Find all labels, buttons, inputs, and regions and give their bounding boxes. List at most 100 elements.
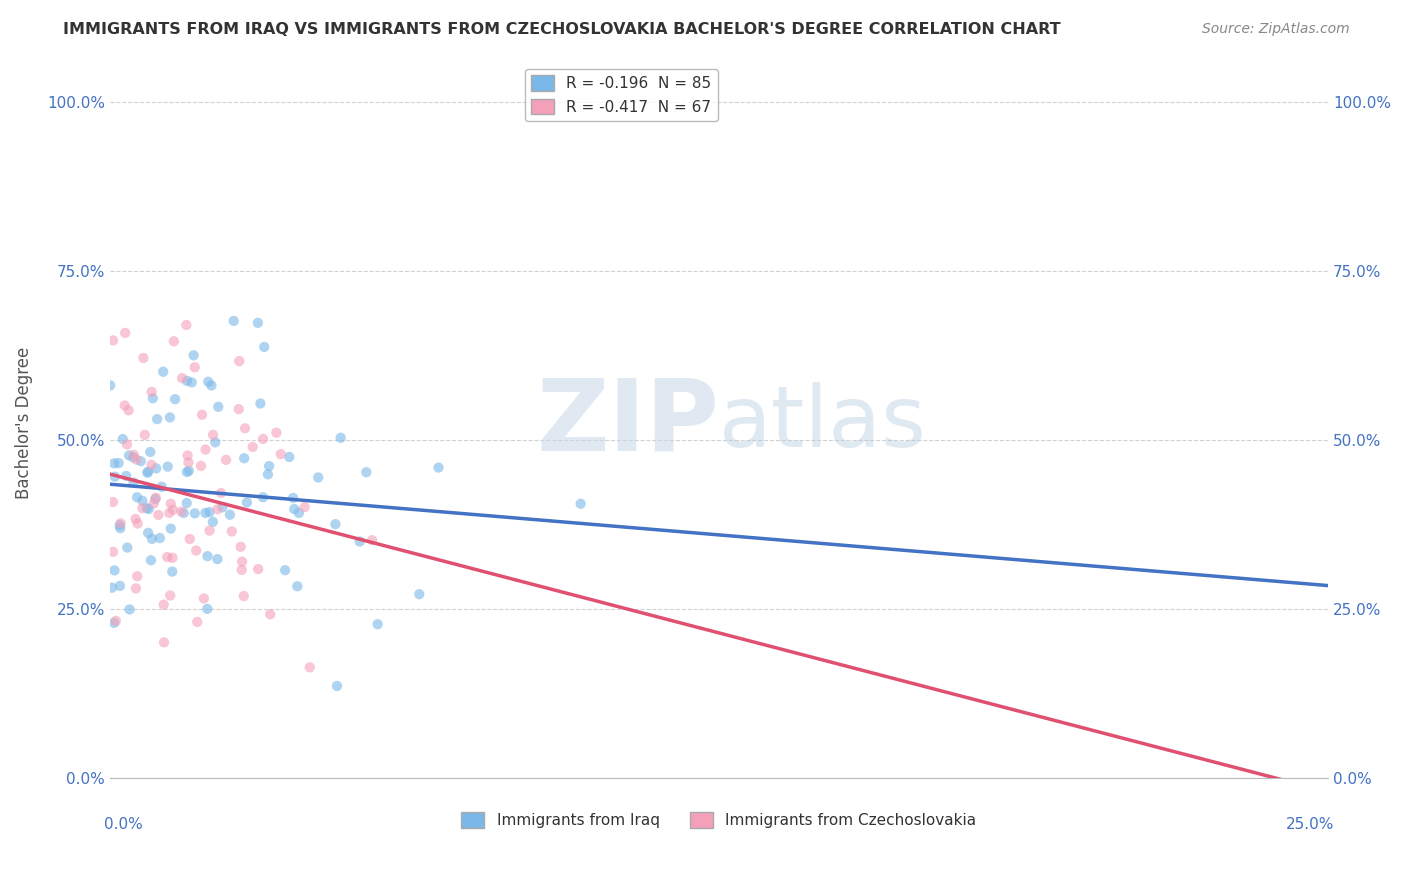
Point	[204, 435, 226, 450]
Point	[141, 458, 163, 472]
Point	[103, 615, 125, 630]
Point	[103, 563, 125, 577]
Point	[219, 508, 242, 522]
Point	[215, 453, 238, 467]
Y-axis label: Bachelor's Degree: Bachelor's Degree	[15, 347, 32, 500]
Point	[125, 490, 148, 504]
Point	[198, 524, 221, 538]
Legend: Immigrants from Iraq, Immigrants from Czechoslovakia: Immigrants from Iraq, Immigrants from Cz…	[456, 806, 983, 834]
Point	[176, 496, 198, 510]
Point	[285, 579, 308, 593]
Point	[197, 549, 219, 564]
Point	[183, 348, 205, 362]
Point	[110, 521, 132, 535]
Point	[257, 467, 280, 482]
Text: ZIP: ZIP	[536, 375, 718, 472]
Point	[118, 403, 141, 417]
Point	[122, 448, 145, 462]
Point	[228, 354, 250, 368]
Point	[278, 450, 301, 464]
Point	[136, 465, 159, 479]
Point	[152, 365, 174, 379]
Point	[142, 391, 165, 405]
Point	[349, 534, 371, 549]
Point	[153, 635, 176, 649]
Point	[138, 502, 160, 516]
Point	[127, 516, 149, 531]
Point	[108, 518, 131, 533]
Point	[283, 502, 305, 516]
Text: Source: ZipAtlas.com: Source: ZipAtlas.com	[1202, 22, 1350, 37]
Point	[152, 598, 174, 612]
Point	[101, 545, 124, 559]
Point	[190, 458, 212, 473]
Point	[136, 466, 159, 480]
Point	[307, 470, 329, 484]
Point	[201, 427, 224, 442]
Point	[325, 517, 347, 532]
Point	[176, 465, 198, 479]
Point	[180, 376, 202, 390]
Point	[141, 532, 163, 546]
Point	[231, 555, 253, 569]
Point	[145, 491, 167, 505]
Point	[101, 495, 124, 509]
Point	[408, 587, 430, 601]
Point	[129, 454, 152, 468]
Point	[104, 614, 127, 628]
Point	[209, 486, 232, 500]
Point	[283, 491, 305, 505]
Point	[172, 371, 194, 385]
Point	[124, 512, 146, 526]
Point	[173, 506, 195, 520]
Point	[198, 505, 221, 519]
Point	[207, 552, 229, 566]
Point	[125, 582, 148, 596]
Point	[176, 449, 198, 463]
Point	[118, 449, 141, 463]
Point	[252, 432, 274, 446]
Point	[115, 469, 138, 483]
Point	[101, 581, 124, 595]
Point	[200, 378, 222, 392]
Point	[110, 516, 132, 531]
Point	[107, 456, 129, 470]
Point	[329, 431, 352, 445]
Point	[201, 515, 224, 529]
Point	[176, 374, 198, 388]
Point	[222, 314, 245, 328]
Point	[356, 465, 378, 479]
Point	[125, 452, 148, 467]
Point	[132, 351, 155, 365]
Point	[191, 408, 214, 422]
Point	[157, 506, 180, 520]
Point	[159, 497, 181, 511]
Point	[143, 491, 166, 506]
Point	[145, 461, 167, 475]
Point	[165, 392, 187, 407]
Point	[142, 496, 165, 510]
Point	[569, 497, 592, 511]
Point	[195, 602, 218, 616]
Point	[259, 607, 281, 622]
Point	[139, 553, 162, 567]
Point	[156, 550, 179, 565]
Point	[361, 533, 384, 548]
Point	[111, 432, 134, 446]
Point	[193, 591, 215, 606]
Point	[117, 541, 139, 555]
Point	[231, 563, 253, 577]
Point	[247, 562, 270, 576]
Point	[252, 490, 274, 504]
Point	[233, 451, 256, 466]
Point	[233, 421, 256, 435]
Point	[149, 531, 172, 545]
Point	[207, 400, 229, 414]
Point	[266, 425, 288, 440]
Point	[211, 500, 233, 515]
Point	[236, 495, 259, 509]
Point	[148, 508, 170, 522]
Point	[207, 502, 229, 516]
Point	[249, 396, 271, 410]
Point	[294, 500, 316, 514]
